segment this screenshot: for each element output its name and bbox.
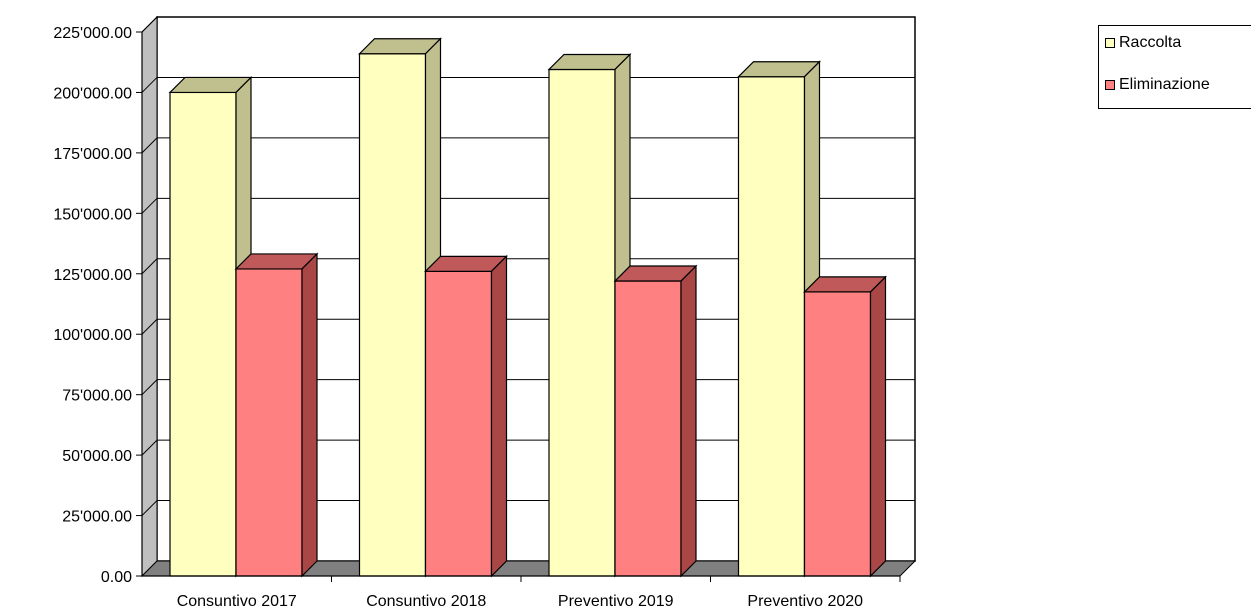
side-wall — [141, 15, 158, 578]
bar-side — [490, 254, 508, 578]
gridline-side — [141, 16, 158, 33]
y-tick-label: 0.00 — [101, 569, 132, 586]
y-tick-label: 25'000.00 — [62, 509, 132, 526]
gridline-side — [141, 197, 158, 214]
gridline-side — [141, 137, 158, 154]
legend-swatch-eliminazione — [1105, 80, 1115, 90]
y-tick-label: 50'000.00 — [62, 448, 132, 465]
gridline-side — [141, 500, 158, 516]
y-tick-label: 75'000.00 — [62, 388, 132, 405]
y-tick-label: 175'000.00 — [53, 146, 132, 163]
gridline-side — [141, 77, 158, 93]
y-tick-label: 150'000.00 — [53, 206, 132, 223]
legend-label-eliminazione: Eliminazione — [1119, 76, 1210, 93]
legend-label-raccolta: Raccolta — [1119, 34, 1182, 51]
bar-raccolta — [358, 53, 427, 577]
bar-eliminazione — [424, 270, 493, 577]
x-tick-label: Consuntivo 2018 — [366, 593, 486, 610]
bar-raccolta — [169, 91, 237, 577]
x-tick-label: Preventivo 2020 — [747, 593, 863, 610]
bar-eliminazione — [803, 291, 872, 577]
x-tick-label: Consuntivo 2017 — [177, 593, 297, 610]
gridline-side — [141, 318, 158, 335]
y-tick-label: 200'000.00 — [53, 85, 132, 102]
legend: Raccolta Eliminazione — [1098, 25, 1251, 109]
legend-item-eliminazione: Eliminazione — [1105, 76, 1210, 94]
x-tick-label: Preventivo 2019 — [558, 593, 674, 610]
bar-raccolta — [548, 68, 616, 577]
legend-item-raccolta: Raccolta — [1105, 34, 1181, 52]
y-axis-tick-labels: 0.00 25'000.00 50'000.00 75'000.00 100'000.0… — [53, 25, 132, 586]
y-tick-label: 225'000.00 — [53, 25, 132, 42]
bar-raccolta — [737, 76, 806, 577]
bar-eliminazione — [235, 268, 303, 577]
bar-side — [301, 252, 318, 578]
bar-side — [869, 275, 887, 578]
gridline-side — [141, 258, 158, 275]
y-tick-label: 100'000.00 — [53, 327, 132, 344]
gridline-side — [141, 439, 158, 456]
bar-eliminazione — [614, 280, 682, 577]
gridline-side — [141, 379, 158, 396]
legend-swatch-raccolta — [1105, 38, 1115, 48]
x-axis-tick-labels: Consuntivo 2017 Consuntivo 2018 Preventivo… — [177, 593, 863, 610]
y-tick-label: 125'000.00 — [53, 267, 132, 284]
bar-side — [680, 264, 697, 578]
bars — [168, 37, 887, 578]
axes — [136, 31, 901, 582]
